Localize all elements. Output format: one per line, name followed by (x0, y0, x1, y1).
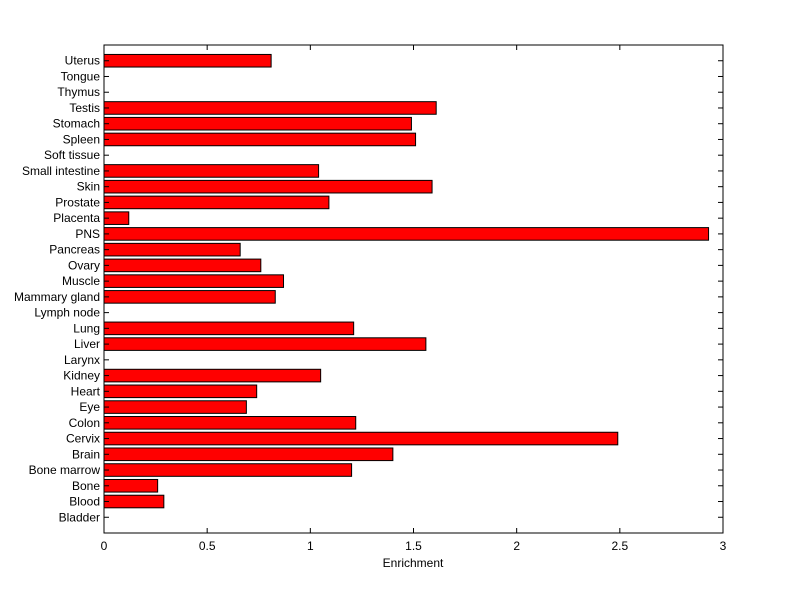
bar-eye (103, 400, 247, 414)
x-tick-label: 0.5 (199, 539, 216, 553)
bar-blood (103, 494, 165, 509)
y-tick-label-lymph-node: Lymph node (34, 306, 100, 320)
y-tick-label-cervix: Cervix (66, 432, 100, 446)
bar-testis (103, 101, 437, 115)
bar-mammary-gland (103, 290, 276, 304)
plot-frame (103, 44, 724, 534)
y-tick-label-muscle: Muscle (62, 274, 100, 288)
bar-stomach (103, 116, 412, 131)
y-tick-label-colon: Colon (69, 416, 100, 430)
y-tick-label-eye: Eye (79, 400, 100, 414)
bar-pancreas (103, 242, 241, 257)
y-tick-label-brain: Brain (72, 447, 100, 461)
bar-skin (103, 179, 433, 194)
y-tick-label-prostate: Prostate (55, 195, 100, 209)
y-tick-label-bladder: Bladder (59, 510, 100, 524)
y-tick-label-heart: Heart (71, 384, 101, 398)
y-tick-label-liver: Liver (74, 337, 100, 351)
y-tick-label-bone: Bone (72, 479, 100, 493)
bar-colon (103, 416, 357, 430)
y-tick-label-kidney: Kidney (63, 369, 100, 383)
y-tick-label-larynx: Larynx (64, 353, 100, 367)
y-tick-label-thymus: Thymus (57, 85, 100, 99)
y-tick-label-lung: Lung (73, 321, 100, 335)
y-tick-label-stomach: Stomach (53, 117, 100, 131)
bar-cervix (103, 431, 619, 446)
bar-liver (103, 337, 427, 351)
bar-spleen (103, 132, 417, 147)
bar-brain (103, 447, 394, 462)
bar-prostate (103, 195, 330, 210)
y-tick-label-small-intestine: Small intestine (22, 164, 100, 178)
x-tick-label: 1.5 (405, 539, 422, 553)
y-tick-label-testis: Testis (69, 101, 100, 115)
x-axis-label: Enrichment (383, 556, 444, 570)
bar-pns (103, 227, 710, 241)
x-tick-label: 0 (101, 539, 108, 553)
x-tick-label: 3 (720, 539, 727, 553)
bar-bone (103, 478, 159, 493)
x-tick-label: 2.5 (611, 539, 628, 553)
y-tick-label-mammary-gland: Mammary gland (14, 290, 100, 304)
y-tick-label-tongue: Tongue (61, 69, 101, 83)
x-tick-labels: 0 0.5 1 1.5 2 2.5 3 (101, 539, 727, 553)
bar-muscle (103, 274, 285, 288)
y-tick-label-placenta: Placenta (53, 211, 100, 225)
y-tick-label-bone-marrow: Bone marrow (29, 463, 101, 477)
x-tick-label: 1 (307, 539, 314, 553)
bar-lung (103, 321, 355, 336)
bar-heart (103, 384, 258, 399)
y-tick-label-blood: Blood (69, 495, 100, 509)
bar-uterus (103, 53, 272, 68)
y-tick-label-spleen: Spleen (63, 132, 100, 146)
y-tick-label-ovary: Ovary (68, 258, 100, 272)
x-tick-label: 2 (513, 539, 520, 553)
y-tick-label-uterus: Uterus (65, 54, 100, 68)
y-tick-label-soft-tissue: Soft tissue (44, 148, 100, 162)
y-tick-label-pancreas: Pancreas (49, 243, 100, 257)
bar-ovary (103, 258, 262, 273)
bar-kidney (103, 368, 322, 383)
y-tick-label-skin: Skin (77, 180, 100, 194)
bar-bone-marrow (103, 463, 353, 477)
y-tick-label-pns: PNS (75, 227, 100, 241)
bar-small-intestine (103, 164, 320, 178)
